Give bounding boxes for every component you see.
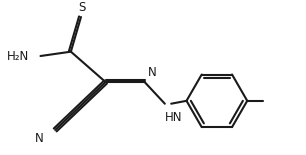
Text: S: S <box>79 1 86 14</box>
Text: HN: HN <box>165 111 182 124</box>
Text: N: N <box>148 66 157 79</box>
Text: H₂N: H₂N <box>7 49 29 62</box>
Text: N: N <box>35 132 44 145</box>
